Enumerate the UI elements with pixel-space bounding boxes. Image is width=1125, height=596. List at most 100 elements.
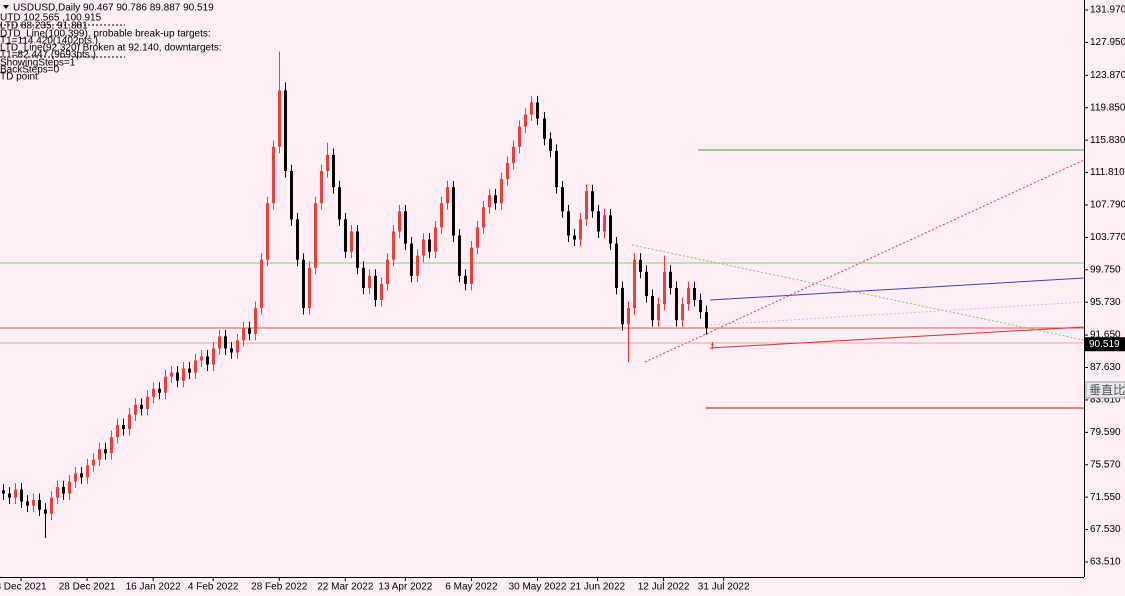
candle-body bbox=[518, 126, 521, 147]
candle-body bbox=[320, 171, 323, 204]
candle-body bbox=[362, 267, 365, 288]
drawing-objects bbox=[0, 149, 1085, 409]
candle-body bbox=[308, 267, 311, 309]
y-tick-label: 79.590 bbox=[1090, 427, 1121, 438]
candle-body bbox=[218, 336, 221, 349]
candle-body bbox=[200, 356, 203, 361]
x-tick-label: 13 Apr 2022 bbox=[378, 582, 432, 593]
candle-body bbox=[428, 239, 431, 252]
y-tick-label: 123.870 bbox=[1090, 70, 1125, 81]
last-price-label: 90.519 bbox=[1089, 339, 1120, 350]
candle-body bbox=[272, 146, 275, 204]
candle-body bbox=[422, 239, 425, 256]
candle-body bbox=[20, 489, 23, 502]
y-tick-label: 111.810 bbox=[1090, 167, 1125, 178]
candle-body bbox=[128, 414, 131, 430]
candle-body bbox=[152, 388, 155, 397]
candle-body bbox=[248, 328, 251, 334]
candle-body bbox=[699, 300, 702, 313]
last-price-box bbox=[1085, 337, 1125, 352]
trend-line bbox=[709, 301, 1085, 326]
y-tick-label: 67.530 bbox=[1090, 524, 1121, 535]
candle-body bbox=[74, 473, 77, 482]
candle-body bbox=[392, 231, 395, 260]
candle-body bbox=[494, 195, 497, 204]
candle-body bbox=[206, 356, 209, 365]
candle-body bbox=[212, 348, 215, 365]
candle-body bbox=[176, 372, 179, 381]
x-tick-label: 21 Jun 2022 bbox=[570, 582, 625, 593]
candle-body bbox=[242, 328, 245, 341]
x-tick-label: 6 May 2022 bbox=[445, 582, 498, 593]
candle-body bbox=[122, 425, 125, 430]
candle-body bbox=[398, 211, 401, 232]
candle-body bbox=[44, 509, 47, 514]
y-tick-label: 71.550 bbox=[1090, 492, 1121, 503]
candle-body bbox=[284, 90, 287, 172]
y-tick-label: 91.650 bbox=[1090, 330, 1121, 341]
candle-body bbox=[224, 336, 227, 349]
candle-body bbox=[14, 489, 17, 498]
candle-body bbox=[356, 231, 359, 268]
x-tick-label: 28 Feb 2022 bbox=[251, 582, 308, 593]
candle-body bbox=[711, 344, 714, 346]
x-tick-label: 12 Jul 2022 bbox=[638, 582, 690, 593]
candle-body bbox=[627, 308, 630, 325]
candle-body bbox=[470, 247, 473, 284]
x-tick-label: 4 Feb 2022 bbox=[188, 582, 239, 593]
candle-body bbox=[368, 275, 371, 288]
candle-body bbox=[50, 497, 53, 514]
candle-body bbox=[488, 195, 491, 208]
candle-body bbox=[254, 308, 257, 334]
info-line: T1=82.447 (9693pts.) bbox=[0, 50, 96, 61]
candle-body bbox=[92, 459, 95, 466]
candle-body bbox=[530, 102, 533, 115]
candle-body bbox=[302, 259, 305, 309]
candle-body bbox=[555, 150, 558, 188]
candle-body bbox=[693, 287, 696, 301]
x-tick-label: 30 May 2022 bbox=[509, 582, 567, 593]
info-line: T1=114.420(1402pts.) bbox=[0, 36, 98, 47]
x-tick-label: 8 Dec 2021 bbox=[0, 582, 47, 593]
x-tick-label: 22 Mar 2022 bbox=[317, 582, 374, 593]
candle-body bbox=[68, 481, 71, 494]
candle-body bbox=[194, 360, 197, 373]
y-tick-label: 103.770 bbox=[1090, 232, 1125, 243]
candle-body bbox=[506, 162, 509, 180]
candle-body bbox=[410, 243, 413, 276]
candle-body bbox=[416, 255, 419, 276]
candle-body bbox=[182, 368, 185, 381]
candle-body bbox=[332, 154, 335, 188]
candle-body bbox=[446, 187, 449, 204]
chart-title: USDUSD,Daily 90.467 90.786 89.887 90.519 bbox=[13, 3, 214, 14]
info-line: BackSteps=0 bbox=[0, 65, 60, 76]
candle-body bbox=[266, 203, 269, 260]
candle-body bbox=[236, 340, 239, 353]
candle-body bbox=[140, 404, 143, 409]
y-tick-label: 119.850 bbox=[1090, 102, 1125, 113]
axes: 131.970 127.950 123.870 119.850 115.830 111.8… bbox=[0, 5, 1125, 593]
trend-line bbox=[709, 326, 1085, 349]
candle-body bbox=[32, 499, 35, 506]
candle-body bbox=[458, 235, 461, 276]
candle-body bbox=[326, 154, 329, 172]
candle-body bbox=[543, 118, 546, 139]
y-tick-label: 99.750 bbox=[1090, 264, 1121, 275]
candle-body bbox=[639, 259, 642, 272]
info-line: LTD_Line(92.320) Broken at 92.140, downt… bbox=[0, 43, 222, 54]
candle-body bbox=[573, 235, 576, 240]
candle-body bbox=[585, 191, 588, 220]
candle-body bbox=[609, 215, 612, 244]
y-tick-label: 63.510 bbox=[1090, 557, 1121, 568]
candle-body bbox=[146, 396, 149, 409]
candle-body bbox=[524, 114, 527, 127]
candle-body bbox=[440, 203, 443, 228]
candle-body bbox=[645, 271, 648, 296]
info-line: ShowingSteps=1 bbox=[0, 58, 76, 69]
candle-body bbox=[290, 171, 293, 220]
candle-body bbox=[615, 243, 618, 288]
candle-body bbox=[314, 203, 317, 268]
y-tick-label: 131.970 bbox=[1090, 5, 1125, 16]
